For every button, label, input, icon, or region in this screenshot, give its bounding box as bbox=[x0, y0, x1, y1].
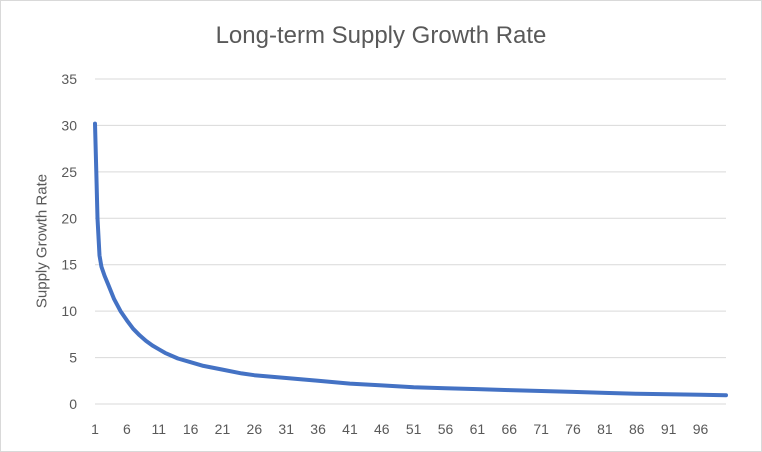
x-tick-labels: 1 6 11 16 21 26 31 36 41 46 51 56 61 66 71 76 81 86 91 96 bbox=[91, 421, 708, 437]
x-tick-label: 66 bbox=[502, 421, 518, 437]
y-tick-label: 0 bbox=[69, 396, 77, 412]
y-tick-labels: 0 5 10 15 20 25 30 35 bbox=[61, 71, 77, 412]
x-tick-label: 96 bbox=[693, 421, 709, 437]
y-tick-label: 35 bbox=[61, 71, 77, 87]
x-tick-label: 91 bbox=[661, 421, 677, 437]
y-tick-label: 20 bbox=[61, 210, 77, 226]
y-tick-label: 30 bbox=[61, 117, 77, 133]
x-tick-label: 61 bbox=[470, 421, 486, 437]
y-tick-label: 15 bbox=[61, 257, 77, 273]
series-lines bbox=[93, 121, 728, 398]
x-tick-label: 46 bbox=[374, 421, 390, 437]
x-tick-label: 31 bbox=[278, 421, 294, 437]
gridlines bbox=[95, 78, 726, 405]
x-tick-label: 36 bbox=[310, 421, 326, 437]
x-tick-label: 81 bbox=[597, 421, 613, 437]
x-tick-label: 86 bbox=[629, 421, 645, 437]
x-tick-label: 71 bbox=[533, 421, 549, 437]
series-line-0 bbox=[93, 121, 728, 398]
x-tick-label: 16 bbox=[183, 421, 199, 437]
x-tick-label: 1 bbox=[91, 421, 99, 437]
x-tick-label: 26 bbox=[247, 421, 263, 437]
x-tick-label: 11 bbox=[151, 421, 166, 437]
x-tick-label: 6 bbox=[123, 421, 131, 437]
y-tick-label: 25 bbox=[61, 164, 77, 180]
x-tick-label: 76 bbox=[565, 421, 581, 437]
x-tick-label: 51 bbox=[406, 421, 422, 437]
y-tick-label: 10 bbox=[61, 303, 77, 319]
x-tick-label: 41 bbox=[342, 421, 358, 437]
x-tick-label: 21 bbox=[215, 421, 231, 437]
chart-title: Long-term Supply Growth Rate bbox=[215, 22, 547, 49]
y-tick-label: 5 bbox=[69, 350, 77, 366]
x-tick-label: 56 bbox=[438, 421, 454, 437]
